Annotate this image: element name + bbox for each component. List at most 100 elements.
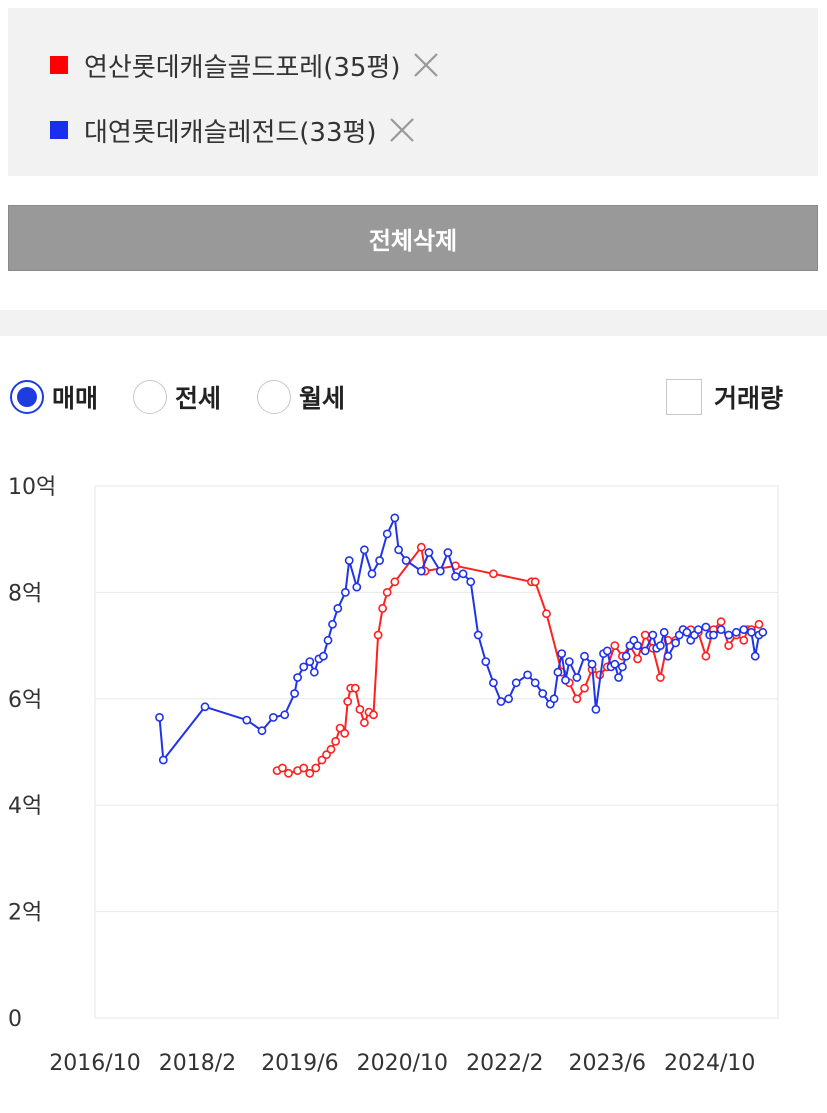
radio-monthly-rent[interactable]: 월세 [257,379,345,415]
data-point [155,712,164,722]
data-point [309,667,319,677]
radio-sale[interactable]: 매매 [10,379,98,415]
series-color-swatch [50,56,68,74]
data-point [701,651,711,661]
data-point [268,712,278,722]
data-point [378,603,387,613]
x-axis: 2016/10 2018/2 2019/6 2020/10 2022/2 2023/6 20… [49,1051,755,1076]
data-point [580,683,589,693]
data-point [335,723,345,733]
data-point [352,582,362,592]
data-point [367,569,377,579]
data-point [305,768,315,778]
close-icon[interactable] [411,50,441,80]
data-point [496,697,506,706]
compare-item-label: 연산롯데캐슬골드포레(35평) [84,52,401,83]
compare-item-yeonsan: 연산롯데캐슬골드포레(35평) [50,45,441,85]
data-point [390,577,400,587]
data-point [257,726,267,736]
data-point [553,667,563,677]
data-point [466,577,476,587]
data-point [724,630,734,640]
data-point [656,673,665,682]
data-point [549,694,559,704]
comparison-list: 연산롯데캐슬골드포레(35평) 대연롯데캐슬레전드(33평) [8,8,818,176]
data-point [716,617,726,627]
data-point [693,625,703,634]
data-point [343,697,353,706]
data-point [488,569,498,579]
grid [94,485,779,1019]
close-icon[interactable] [387,115,417,145]
y-tick-label: 2억 [8,901,42,926]
data-point [311,763,321,773]
radio-jeonse[interactable]: 전세 [133,379,221,415]
data-point [458,569,468,579]
data-point [359,718,369,728]
data-point [538,689,548,698]
data-point [648,630,658,640]
data-point [328,619,337,629]
data-point [451,571,460,581]
clear-all-button[interactable]: 전체삭제 [8,205,818,271]
data-point [401,556,411,565]
data-point [602,646,612,656]
data-point [731,627,741,637]
chart-controls: 매매 전세 월세 거래량 [0,374,827,424]
data-point [290,689,299,698]
data-point [580,651,589,661]
series-layer [155,513,768,778]
x-tick-label: 2022/2 [466,1051,543,1076]
y-tick-label: 10억 [8,475,56,500]
data-point [373,630,383,640]
data-point [656,641,665,650]
data-point [382,529,392,539]
data-point [280,710,290,720]
y-tick-label: 4억 [8,794,42,819]
y-tick-label: 8억 [8,581,42,606]
data-point [640,646,650,656]
data-point [369,710,378,720]
data-point [511,678,521,688]
data-point [542,609,551,619]
section-divider [0,310,827,336]
data-point [277,763,287,773]
data-point [318,651,328,661]
series-line [276,546,760,775]
data-point [557,649,567,658]
x-tick-label: 2016/10 [49,1051,140,1076]
data-point [709,630,718,640]
data-point [333,603,343,613]
data-point [621,651,631,661]
x-tick-label: 2024/10 [664,1051,755,1076]
radio-circle [10,380,44,414]
data-point [640,630,650,640]
series-color-swatch [50,121,68,139]
x-tick-label: 2018/2 [159,1051,236,1076]
data-point [682,627,692,637]
data-point [739,635,749,645]
data-point [416,566,426,576]
data-point [424,548,434,557]
data-point [390,513,400,523]
data-point [375,556,384,565]
checkbox-label: 거래량 [714,384,784,413]
data-point [158,755,168,765]
data-point [739,625,749,634]
data-point [481,657,491,666]
volume-checkbox[interactable]: 거래량 [666,379,783,415]
data-point [322,750,331,760]
data-point [350,683,360,693]
data-point [572,694,582,704]
data-point [355,704,365,714]
radio-circle [133,380,167,414]
data-point [587,659,597,669]
radio-label: 월세 [299,384,346,413]
data-point [750,651,760,661]
x-tick-label: 2019/6 [261,1051,338,1076]
data-point [701,622,711,632]
data-point [359,545,369,555]
data-point [614,673,623,682]
data-point [610,641,620,650]
